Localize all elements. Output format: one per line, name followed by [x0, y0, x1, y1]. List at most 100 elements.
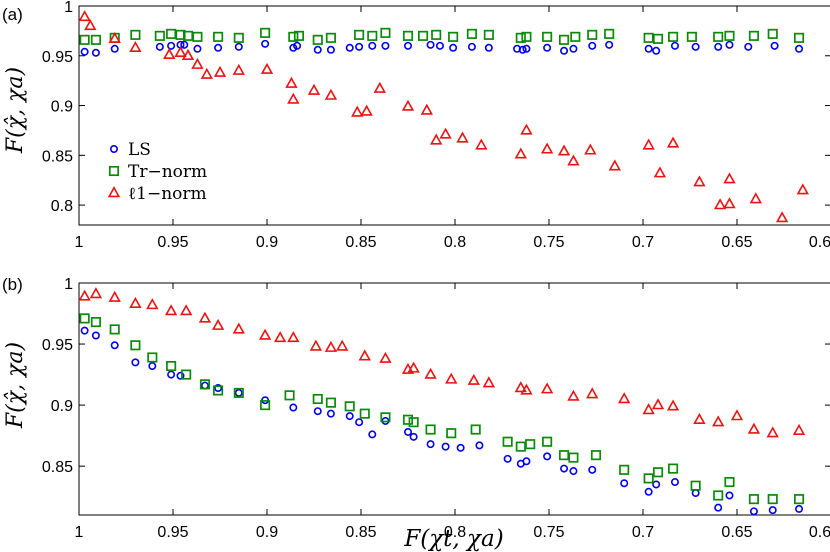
x-tick-label: 0.75: [533, 524, 564, 541]
data-point-triangle: [191, 57, 204, 69]
data-point-triangle: [514, 381, 527, 393]
data-point-triangle: [586, 387, 599, 399]
data-point-square: [359, 408, 370, 419]
data-point-square: [690, 480, 701, 491]
data-point-circle: [91, 331, 100, 340]
data-point-triangle: [723, 172, 736, 184]
data-point-square: [515, 32, 526, 43]
x-tick-label: 0.75: [533, 234, 564, 251]
panel-b-frame: [78, 282, 830, 516]
data-point-circle: [670, 41, 679, 50]
data-point-square: [590, 450, 602, 461]
data-point-triangle: [108, 290, 121, 302]
data-point-square: [604, 28, 615, 39]
data-point-square: [154, 30, 165, 41]
data-point-triangle: [653, 166, 667, 178]
data-point-square: [724, 476, 735, 488]
data-point-square: [181, 369, 192, 380]
panel-b-xlabel: F(χt, χa): [403, 526, 503, 552]
data-point-circle: [426, 440, 435, 449]
data-point-triangle: [723, 197, 736, 209]
data-point-triangle: [557, 144, 571, 156]
data-point-square: [79, 313, 90, 324]
data-point-circle: [744, 42, 753, 51]
data-point-square: [90, 317, 101, 328]
data-point-square: [793, 494, 805, 505]
data-point-circle: [180, 40, 189, 49]
data-point-circle: [167, 370, 176, 379]
data-point-triangle: [360, 104, 373, 116]
data-point-triangle: [181, 48, 195, 60]
data-point-triangle: [693, 412, 706, 424]
data-point-circle: [588, 41, 597, 50]
data-point-circle: [176, 371, 185, 380]
x-tick-label: 0.85: [345, 524, 376, 541]
legend-marker-triangle: [107, 186, 121, 198]
x-tick-label: 0.6: [809, 524, 830, 541]
data-point-circle: [148, 362, 157, 371]
data-point-square: [568, 452, 579, 463]
data-point-circle: [234, 42, 243, 51]
data-point-circle: [426, 40, 435, 49]
data-point-circle: [644, 487, 653, 496]
data-point-square: [448, 31, 459, 42]
data-point-circle: [467, 42, 476, 51]
data-point-circle: [691, 42, 700, 51]
data-point-square: [425, 424, 436, 435]
data-point-triangle: [307, 83, 321, 95]
data-point-circle: [193, 44, 202, 53]
data-point-triangle: [520, 123, 533, 135]
data-point-circle: [345, 43, 354, 52]
data-point-square: [166, 28, 177, 39]
data-point-triangle: [309, 339, 323, 351]
data-point-triangle: [129, 40, 142, 53]
data-point-square: [402, 30, 414, 41]
panel-a: (a) F(χ̂, χa) 1 0.95 0.9 0.85 0.8 0.75 0.7 0.65…: [2, 0, 830, 251]
data-point-triangle: [232, 63, 245, 75]
data-point-triangle: [373, 81, 386, 93]
data-point-square: [147, 352, 158, 363]
legend-label: LS: [128, 140, 151, 160]
data-point-square: [130, 340, 141, 351]
data-point-circle: [214, 384, 223, 393]
data-point-square: [686, 31, 697, 42]
data-point-circle: [355, 42, 364, 51]
data-point-circle: [131, 358, 140, 367]
data-point-triangle: [482, 376, 496, 388]
data-point-square: [192, 31, 203, 42]
data-point-circle: [644, 44, 653, 53]
x-tick-label: 0.8: [444, 234, 466, 251]
panel-b: (b) F(χ̂, χa) F(χt, χa) 1 0.95 0.9 0.85 0.8 0…: [2, 275, 830, 552]
series-square: [79, 313, 805, 505]
data-point-triangle: [336, 339, 349, 351]
data-point-square: [182, 30, 194, 41]
data-point-triangle: [730, 409, 744, 421]
panel-b-ylabel-group: F(χ̂, χa): [3, 342, 28, 429]
data-point-square: [643, 32, 654, 43]
data-point-square: [502, 436, 513, 447]
x-tick-label: 1: [75, 524, 84, 541]
data-point-square: [767, 494, 778, 505]
legend-label: Tr−norm: [128, 162, 207, 182]
y-tick-label: 0.9: [51, 99, 73, 116]
data-point-triangle: [567, 154, 580, 166]
data-point-circle: [261, 39, 270, 48]
data-point-square: [284, 390, 295, 401]
data-point-triangle: [78, 10, 91, 22]
data-point-circle: [234, 388, 243, 397]
data-point-square: [483, 29, 494, 40]
x-tick-label: 0.8: [444, 524, 466, 541]
data-point-triangle: [351, 105, 364, 117]
legend-marker-circle: [110, 145, 119, 154]
y-tick-label: 0.8: [51, 198, 73, 215]
data-point-circle: [652, 46, 661, 55]
data-point-triangle: [520, 383, 533, 395]
data-point-circle: [326, 45, 335, 54]
data-point-square: [748, 494, 759, 505]
x-tick-label: 0.6: [809, 234, 830, 251]
data-point-square: [431, 29, 442, 40]
data-point-circle: [714, 42, 723, 51]
y-tick-label: 1: [64, 0, 73, 16]
